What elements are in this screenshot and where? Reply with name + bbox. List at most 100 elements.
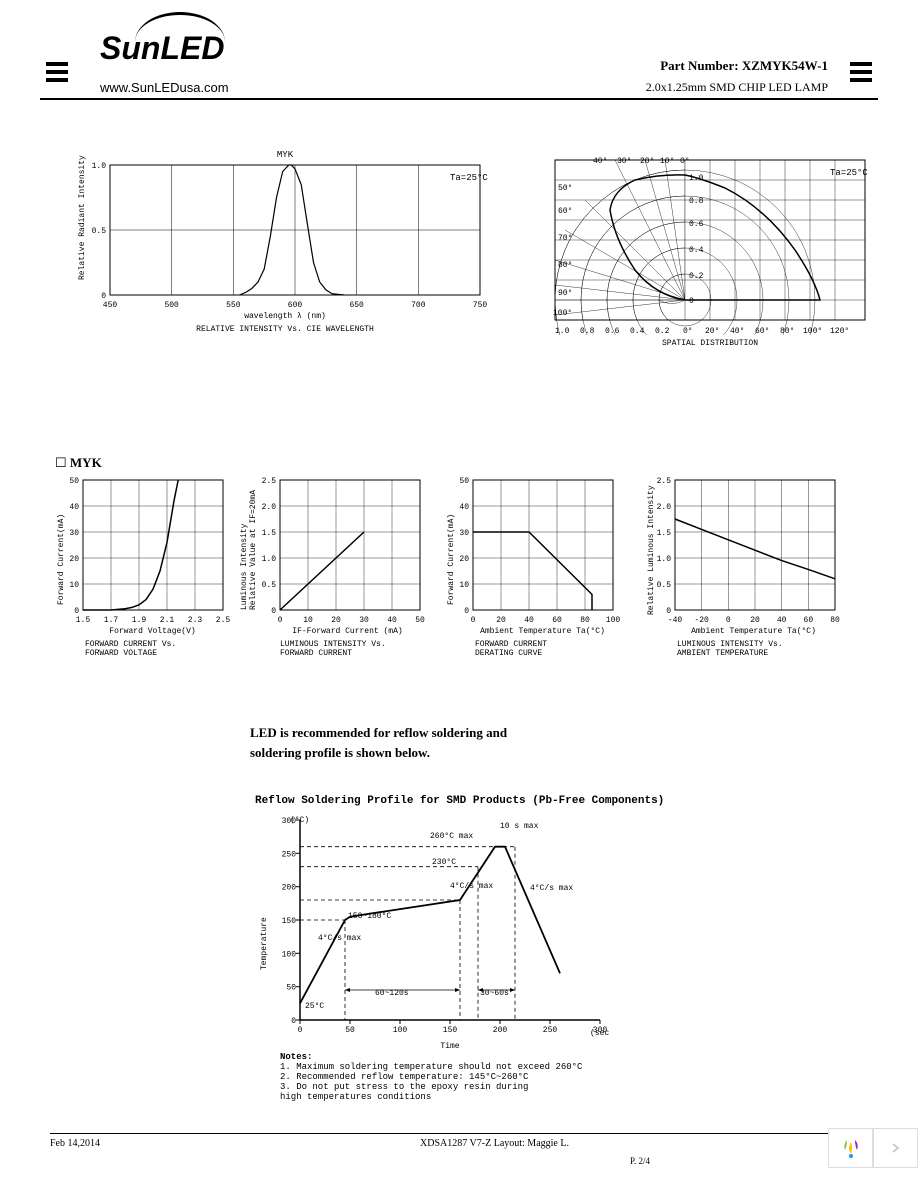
- reflow-ylabel: Temperature: [260, 917, 269, 970]
- svg-text:1.0: 1.0: [689, 174, 704, 183]
- svg-text:700: 700: [411, 301, 426, 310]
- svg-text:30: 30: [359, 616, 369, 625]
- svg-text:40: 40: [777, 616, 787, 625]
- svg-text:0: 0: [298, 1026, 303, 1035]
- chart1-annotation: Ta=25°C: [450, 173, 488, 183]
- chart6-subtitle: LUMINOUS INTENSITY Vs. AMBIENT TEMPERATU…: [655, 640, 850, 658]
- page-footer: Feb 14,2014 XDSA1287 V7-Z Layout: Maggie…: [50, 1133, 868, 1138]
- chart-derating: Forward Current(mA) 02040608010001020304…: [445, 475, 630, 658]
- svg-text:100°: 100°: [803, 327, 822, 335]
- chart5-svg: 02040608010001020304050: [445, 475, 620, 625]
- svg-text:1.7: 1.7: [104, 616, 119, 625]
- svg-text:0: 0: [464, 607, 469, 616]
- svg-text:60: 60: [804, 616, 814, 625]
- logo-text: SunLED: [100, 30, 224, 67]
- chart-lum-current: Luminous Intensity Relative Value at IF=…: [245, 475, 435, 658]
- svg-text:0.6: 0.6: [689, 220, 704, 229]
- svg-text:25°C: 25°C: [305, 1002, 324, 1011]
- chart3-xlabel: Forward Voltage(V): [55, 627, 230, 636]
- svg-text:10: 10: [459, 581, 469, 590]
- notes-title: Notes:: [280, 1052, 582, 1062]
- nav-widget: [828, 1128, 918, 1168]
- svg-text:60°: 60°: [558, 207, 572, 216]
- svg-text:40°: 40°: [730, 327, 744, 335]
- svg-text:1.0: 1.0: [657, 555, 672, 564]
- part-number: Part Number: XZMYK54W-1: [660, 58, 828, 74]
- chart1-top-title: MYK: [80, 150, 490, 160]
- svg-text:1.5: 1.5: [76, 616, 91, 625]
- svg-text:0: 0: [291, 1017, 296, 1026]
- svg-text:4°C/s max: 4°C/s max: [530, 884, 573, 893]
- part-number-value: XZMYK54W-1: [742, 58, 828, 73]
- svg-text:20: 20: [459, 555, 469, 564]
- svg-text:0.5: 0.5: [262, 581, 277, 590]
- svg-text:0.4: 0.4: [689, 246, 704, 255]
- svg-text:-40: -40: [668, 616, 683, 625]
- svg-text:20: 20: [69, 555, 79, 564]
- svg-text:20°: 20°: [640, 157, 654, 166]
- svg-text:750: 750: [473, 301, 488, 310]
- reflow-title: Reflow Soldering Profile for SMD Product…: [255, 795, 664, 807]
- svg-text:0: 0: [271, 607, 276, 616]
- svg-text:0: 0: [726, 616, 731, 625]
- chart1-ylabel: Relative Radiant Intensity: [78, 155, 87, 280]
- note-2: 2. Recommended reflow temperature: 145°C…: [280, 1072, 582, 1082]
- svg-text:60°: 60°: [755, 327, 769, 335]
- svg-text:40: 40: [387, 616, 397, 625]
- svg-text:250: 250: [543, 1026, 558, 1035]
- chart1-svg: Ta=25°C 450500550600650700750 00.51.0: [80, 160, 490, 310]
- svg-text:80°: 80°: [780, 327, 794, 335]
- svg-text:0°: 0°: [680, 157, 690, 166]
- svg-text:40: 40: [69, 503, 79, 512]
- section-myk-text: MYK: [70, 455, 102, 470]
- chart3-subtitle: FORWARD CURRENT Vs. FORWARD VOLTAGE: [65, 640, 240, 658]
- nav-logo-icon[interactable]: [828, 1128, 873, 1168]
- svg-text:200: 200: [493, 1026, 508, 1035]
- note-1: 1. Maximum soldering temperature should …: [280, 1062, 582, 1072]
- svg-text:50: 50: [69, 477, 79, 486]
- svg-text:80: 80: [580, 616, 590, 625]
- svg-text:20°: 20°: [705, 327, 719, 335]
- svg-text:70°: 70°: [558, 234, 572, 243]
- footer-date: Feb 14,2014: [50, 1138, 100, 1149]
- note-3b: high temperatures conditions: [280, 1092, 582, 1102]
- chart2-svg: Ta=25°C 0 0.2 0.4 0.6 0.8 1.0 40°30° 20°…: [545, 155, 875, 335]
- reflow-svg: 25°C 150~180°C 4°C/s max 60~120s 4°C/s m…: [260, 810, 610, 1040]
- svg-text:260°C max: 260°C max: [430, 832, 473, 841]
- svg-text:0: 0: [74, 607, 79, 616]
- svg-text:0°: 0°: [683, 327, 693, 335]
- chart-reflow: Temperature: [260, 810, 610, 1051]
- logo-url: www.SunLEDusa.com: [100, 80, 229, 95]
- svg-text:20: 20: [331, 616, 341, 625]
- svg-text:150: 150: [443, 1026, 458, 1035]
- chart6-svg: -40-2002040608000.51.01.52.02.5: [645, 475, 840, 625]
- svg-text:120°: 120°: [830, 327, 849, 335]
- svg-text:450: 450: [103, 301, 118, 310]
- svg-text:80: 80: [830, 616, 840, 625]
- chart4-xlabel: IF-Forward Current (mA): [245, 627, 425, 636]
- svg-text:80°: 80°: [558, 261, 572, 270]
- svg-text:0.8: 0.8: [580, 327, 595, 335]
- chart4-ylabel: Luminous Intensity Relative Value at IF=…: [240, 490, 258, 610]
- svg-text:10: 10: [69, 581, 79, 590]
- chart4-subtitle: LUMINOUS INTENSITY Vs. FORWARD CURRENT: [255, 640, 435, 658]
- svg-text:4°C/s max: 4°C/s max: [450, 882, 493, 891]
- svg-text:0.8: 0.8: [689, 197, 704, 206]
- chart6-ylabel: Relative Luminous Intensity: [647, 485, 656, 615]
- svg-text:150: 150: [282, 917, 297, 926]
- reflow-notes: Notes: 1. Maximum soldering temperature …: [280, 1052, 582, 1102]
- note-3: 3. Do not put stress to the epoxy resin …: [280, 1082, 582, 1092]
- chart4-svg: 0102030405000.51.01.52.02.5: [245, 475, 425, 625]
- solder-text-2: soldering profile is shown below.: [250, 745, 430, 761]
- chart5-ylabel: Forward Current(mA): [447, 514, 456, 605]
- svg-text:30: 30: [69, 529, 79, 538]
- svg-text:10: 10: [303, 616, 313, 625]
- chart2-subtitle: SPATIAL DISTRIBUTION: [545, 339, 875, 348]
- svg-text:60: 60: [552, 616, 562, 625]
- svg-text:20: 20: [496, 616, 506, 625]
- svg-text:0: 0: [278, 616, 283, 625]
- svg-text:250: 250: [282, 850, 297, 859]
- svg-text:50: 50: [459, 477, 469, 486]
- chart3-svg: 1.51.71.92.12.32.501020304050: [55, 475, 230, 625]
- nav-next-icon[interactable]: [873, 1128, 918, 1168]
